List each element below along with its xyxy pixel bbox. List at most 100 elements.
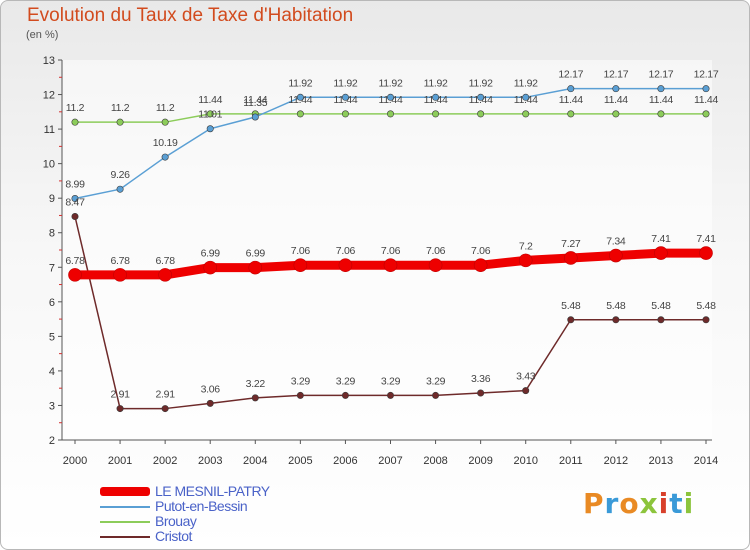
- data-label: 8.47: [65, 196, 85, 208]
- x-tick-label: 2011: [559, 455, 583, 467]
- x-tick-label: 2004: [243, 455, 267, 467]
- data-label: 12.17: [694, 69, 719, 81]
- data-point: [296, 391, 304, 399]
- legend-swatch: [100, 521, 150, 523]
- y-tick-label: 7: [49, 262, 55, 274]
- data-label: 5.48: [696, 300, 716, 312]
- x-tick-label: 2003: [198, 455, 222, 467]
- data-label: 7.06: [291, 245, 311, 257]
- data-point: [609, 248, 623, 263]
- data-label: 7.06: [471, 245, 491, 257]
- data-point: [612, 85, 620, 93]
- data-label: 7.06: [426, 245, 446, 257]
- data-point: [71, 212, 79, 220]
- data-label: 11.01: [198, 109, 222, 121]
- data-label: 6.78: [65, 255, 85, 267]
- x-tick-label: 2002: [153, 455, 177, 467]
- data-point: [432, 391, 440, 399]
- data-point: [567, 85, 575, 93]
- y-tick-label: 3: [49, 400, 55, 412]
- data-label: 5.48: [651, 300, 671, 312]
- data-point: [161, 118, 169, 126]
- data-label: 6.78: [156, 255, 176, 267]
- data-point: [386, 391, 394, 399]
- data-point: [206, 399, 214, 407]
- data-point: [612, 110, 620, 118]
- data-point: [293, 258, 308, 273]
- y-tick-label: 5: [49, 331, 55, 343]
- data-point: [657, 85, 665, 93]
- data-label: 11.44: [604, 94, 628, 106]
- data-point: [248, 260, 263, 275]
- data-point: [116, 185, 124, 193]
- data-point: [473, 258, 488, 273]
- legend-swatch: [100, 536, 150, 538]
- data-point: [296, 93, 304, 101]
- x-tick-label: 2010: [513, 455, 537, 467]
- data-point: [567, 110, 575, 118]
- data-label: 7.2: [519, 240, 533, 252]
- data-point: [432, 93, 440, 101]
- data-point: [68, 268, 82, 282]
- data-point: [383, 258, 398, 273]
- data-label: 3.29: [291, 375, 311, 387]
- data-label: 11.44: [424, 94, 448, 106]
- x-tick-label: 2005: [288, 455, 312, 467]
- x-tick-label: 2013: [649, 455, 673, 467]
- data-point: [477, 389, 485, 397]
- data-label: 11.44: [694, 94, 718, 106]
- data-label: 7.27: [561, 238, 581, 250]
- data-point: [522, 110, 530, 118]
- data-label: 11.92: [424, 77, 448, 89]
- y-tick-label: 8: [49, 228, 55, 240]
- x-tick-label: 2009: [468, 455, 492, 467]
- data-point: [206, 110, 214, 118]
- data-label: 11.92: [288, 77, 312, 89]
- data-point: [477, 93, 485, 101]
- data-label: 11.44: [243, 94, 267, 106]
- data-label: 5.48: [561, 300, 581, 312]
- data-label: 7.34: [606, 236, 626, 248]
- y-tick-label: 6: [49, 297, 55, 309]
- x-tick-label: 2007: [378, 455, 402, 467]
- data-label: 3.29: [336, 375, 356, 387]
- data-label: 11.44: [649, 94, 673, 106]
- legend-swatch: [100, 487, 150, 496]
- data-label: 6.99: [201, 248, 221, 260]
- data-label: 11.35: [243, 97, 267, 109]
- data-point: [518, 253, 533, 268]
- data-label: 12.17: [649, 69, 674, 81]
- data-point: [71, 118, 79, 126]
- data-label: 11.44: [514, 94, 538, 106]
- data-label: 7.06: [336, 245, 356, 257]
- data-label: 11.2: [66, 102, 85, 114]
- data-point: [341, 93, 349, 101]
- data-label: 3.43: [516, 371, 536, 383]
- data-point: [612, 316, 620, 324]
- data-point: [206, 125, 214, 133]
- data-point: [161, 153, 169, 161]
- data-point: [657, 110, 665, 118]
- data-point: [654, 246, 668, 260]
- data-point: [477, 110, 485, 118]
- legend-label: Brouay: [155, 513, 197, 529]
- data-point: [161, 405, 169, 413]
- data-label: 3.06: [201, 383, 221, 395]
- data-label: 2.91: [156, 389, 176, 401]
- data-point: [567, 316, 575, 324]
- data-label: 10.19: [153, 137, 178, 149]
- data-label: 11.92: [514, 77, 538, 89]
- data-label: 11.44: [379, 94, 403, 106]
- data-point: [522, 387, 530, 395]
- data-label: 3.29: [381, 375, 401, 387]
- data-label: 7.41: [696, 233, 716, 245]
- data-label: 11.92: [333, 77, 357, 89]
- data-point: [428, 258, 443, 273]
- y-tick-label: 11: [44, 124, 55, 136]
- data-label: 8.99: [65, 179, 85, 191]
- legend-label: LE MESNIL-PATRY: [155, 483, 270, 499]
- legend-label: Cristot: [155, 528, 192, 544]
- data-label: 11.44: [198, 94, 222, 106]
- x-tick-label: 2006: [333, 455, 357, 467]
